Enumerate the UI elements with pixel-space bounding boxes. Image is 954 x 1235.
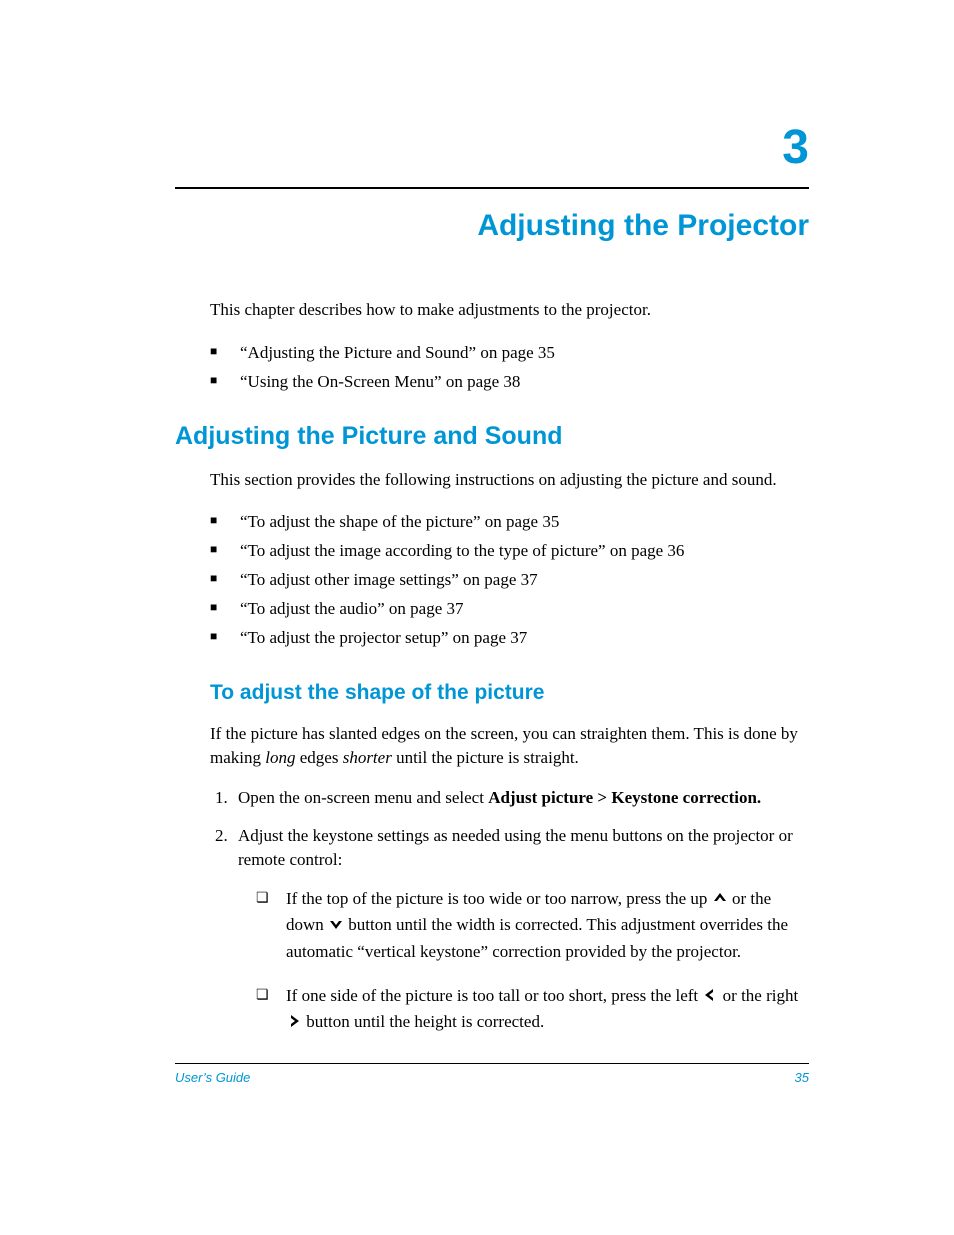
icon-path bbox=[705, 989, 713, 1001]
icon-path bbox=[330, 921, 342, 929]
sub-step-item: If the top of the picture is too wide or… bbox=[256, 886, 809, 965]
document-page: 3 Adjusting the Projector This chapter d… bbox=[0, 0, 954, 1235]
emphasis-long: long bbox=[265, 748, 295, 767]
text-fragment: edges bbox=[295, 748, 342, 767]
page-footer: User’s Guide 35 bbox=[175, 1063, 809, 1085]
list-item: “To adjust other image settings” on page… bbox=[210, 566, 809, 595]
text-fragment: or the right bbox=[723, 986, 799, 1005]
step-item: Open the on-screen menu and select Adjus… bbox=[232, 786, 809, 810]
footer-page-number: 35 bbox=[795, 1070, 809, 1085]
list-item: “Adjusting the Picture and Sound” on pag… bbox=[210, 339, 809, 368]
section-intro-text: This section provides the following inst… bbox=[210, 468, 809, 492]
list-item: “To adjust the projector setup” on page … bbox=[210, 624, 809, 653]
chapter-intro-text: This chapter describes how to make adjus… bbox=[210, 298, 809, 322]
menu-path: Adjust picture > Keystone correction. bbox=[488, 788, 761, 807]
text-fragment: If the top of the picture is too wide or… bbox=[286, 889, 712, 908]
text-fragment: until the picture is straight. bbox=[392, 748, 579, 767]
section-heading: Adjusting the Picture and Sound bbox=[175, 422, 809, 451]
list-item: “To adjust the image according to the ty… bbox=[210, 537, 809, 566]
chapter-number: 3 bbox=[175, 120, 809, 179]
section-bullets: “To adjust the shape of the picture” on … bbox=[210, 508, 809, 652]
text-fragment: Open the on-screen menu and select bbox=[238, 788, 488, 807]
text-fragment: button until the width is corrected. Thi… bbox=[286, 915, 788, 960]
subsection-intro: If the picture has slanted edges on the … bbox=[210, 722, 809, 770]
footer-doc-title: User’s Guide bbox=[175, 1070, 250, 1085]
footer-rule bbox=[175, 1063, 809, 1064]
sub-steps-list: If the top of the picture is too wide or… bbox=[256, 886, 809, 1036]
sub-step-item: If one side of the picture is too tall o… bbox=[256, 983, 809, 1036]
icon-path bbox=[291, 1015, 299, 1027]
text-fragment: Adjust the keystone settings as needed u… bbox=[238, 826, 793, 869]
chevron-down-icon bbox=[328, 916, 344, 932]
chevron-up-icon bbox=[712, 890, 728, 906]
list-item: “To adjust the audio” on page 37 bbox=[210, 595, 809, 624]
text-fragment: If one side of the picture is too tall o… bbox=[286, 986, 702, 1005]
emphasis-shorter: shorter bbox=[343, 748, 392, 767]
icon-path bbox=[714, 893, 726, 901]
chapter-rule bbox=[175, 187, 809, 189]
list-item: “Using the On-Screen Menu” on page 38 bbox=[210, 368, 809, 397]
chevron-left-icon bbox=[702, 987, 718, 1003]
text-fragment: button until the height is corrected. bbox=[306, 1012, 544, 1031]
chapter-intro-bullets: “Adjusting the Picture and Sound” on pag… bbox=[210, 339, 809, 397]
footer-row: User’s Guide 35 bbox=[175, 1070, 809, 1085]
step-item: Adjust the keystone settings as needed u… bbox=[232, 824, 809, 1035]
steps-list: Open the on-screen menu and select Adjus… bbox=[210, 786, 809, 1035]
list-item: “To adjust the shape of the picture” on … bbox=[210, 508, 809, 537]
subsection-heading: To adjust the shape of the picture bbox=[210, 681, 809, 705]
chevron-right-icon bbox=[286, 1013, 302, 1029]
chapter-title: Adjusting the Projector bbox=[175, 209, 809, 243]
